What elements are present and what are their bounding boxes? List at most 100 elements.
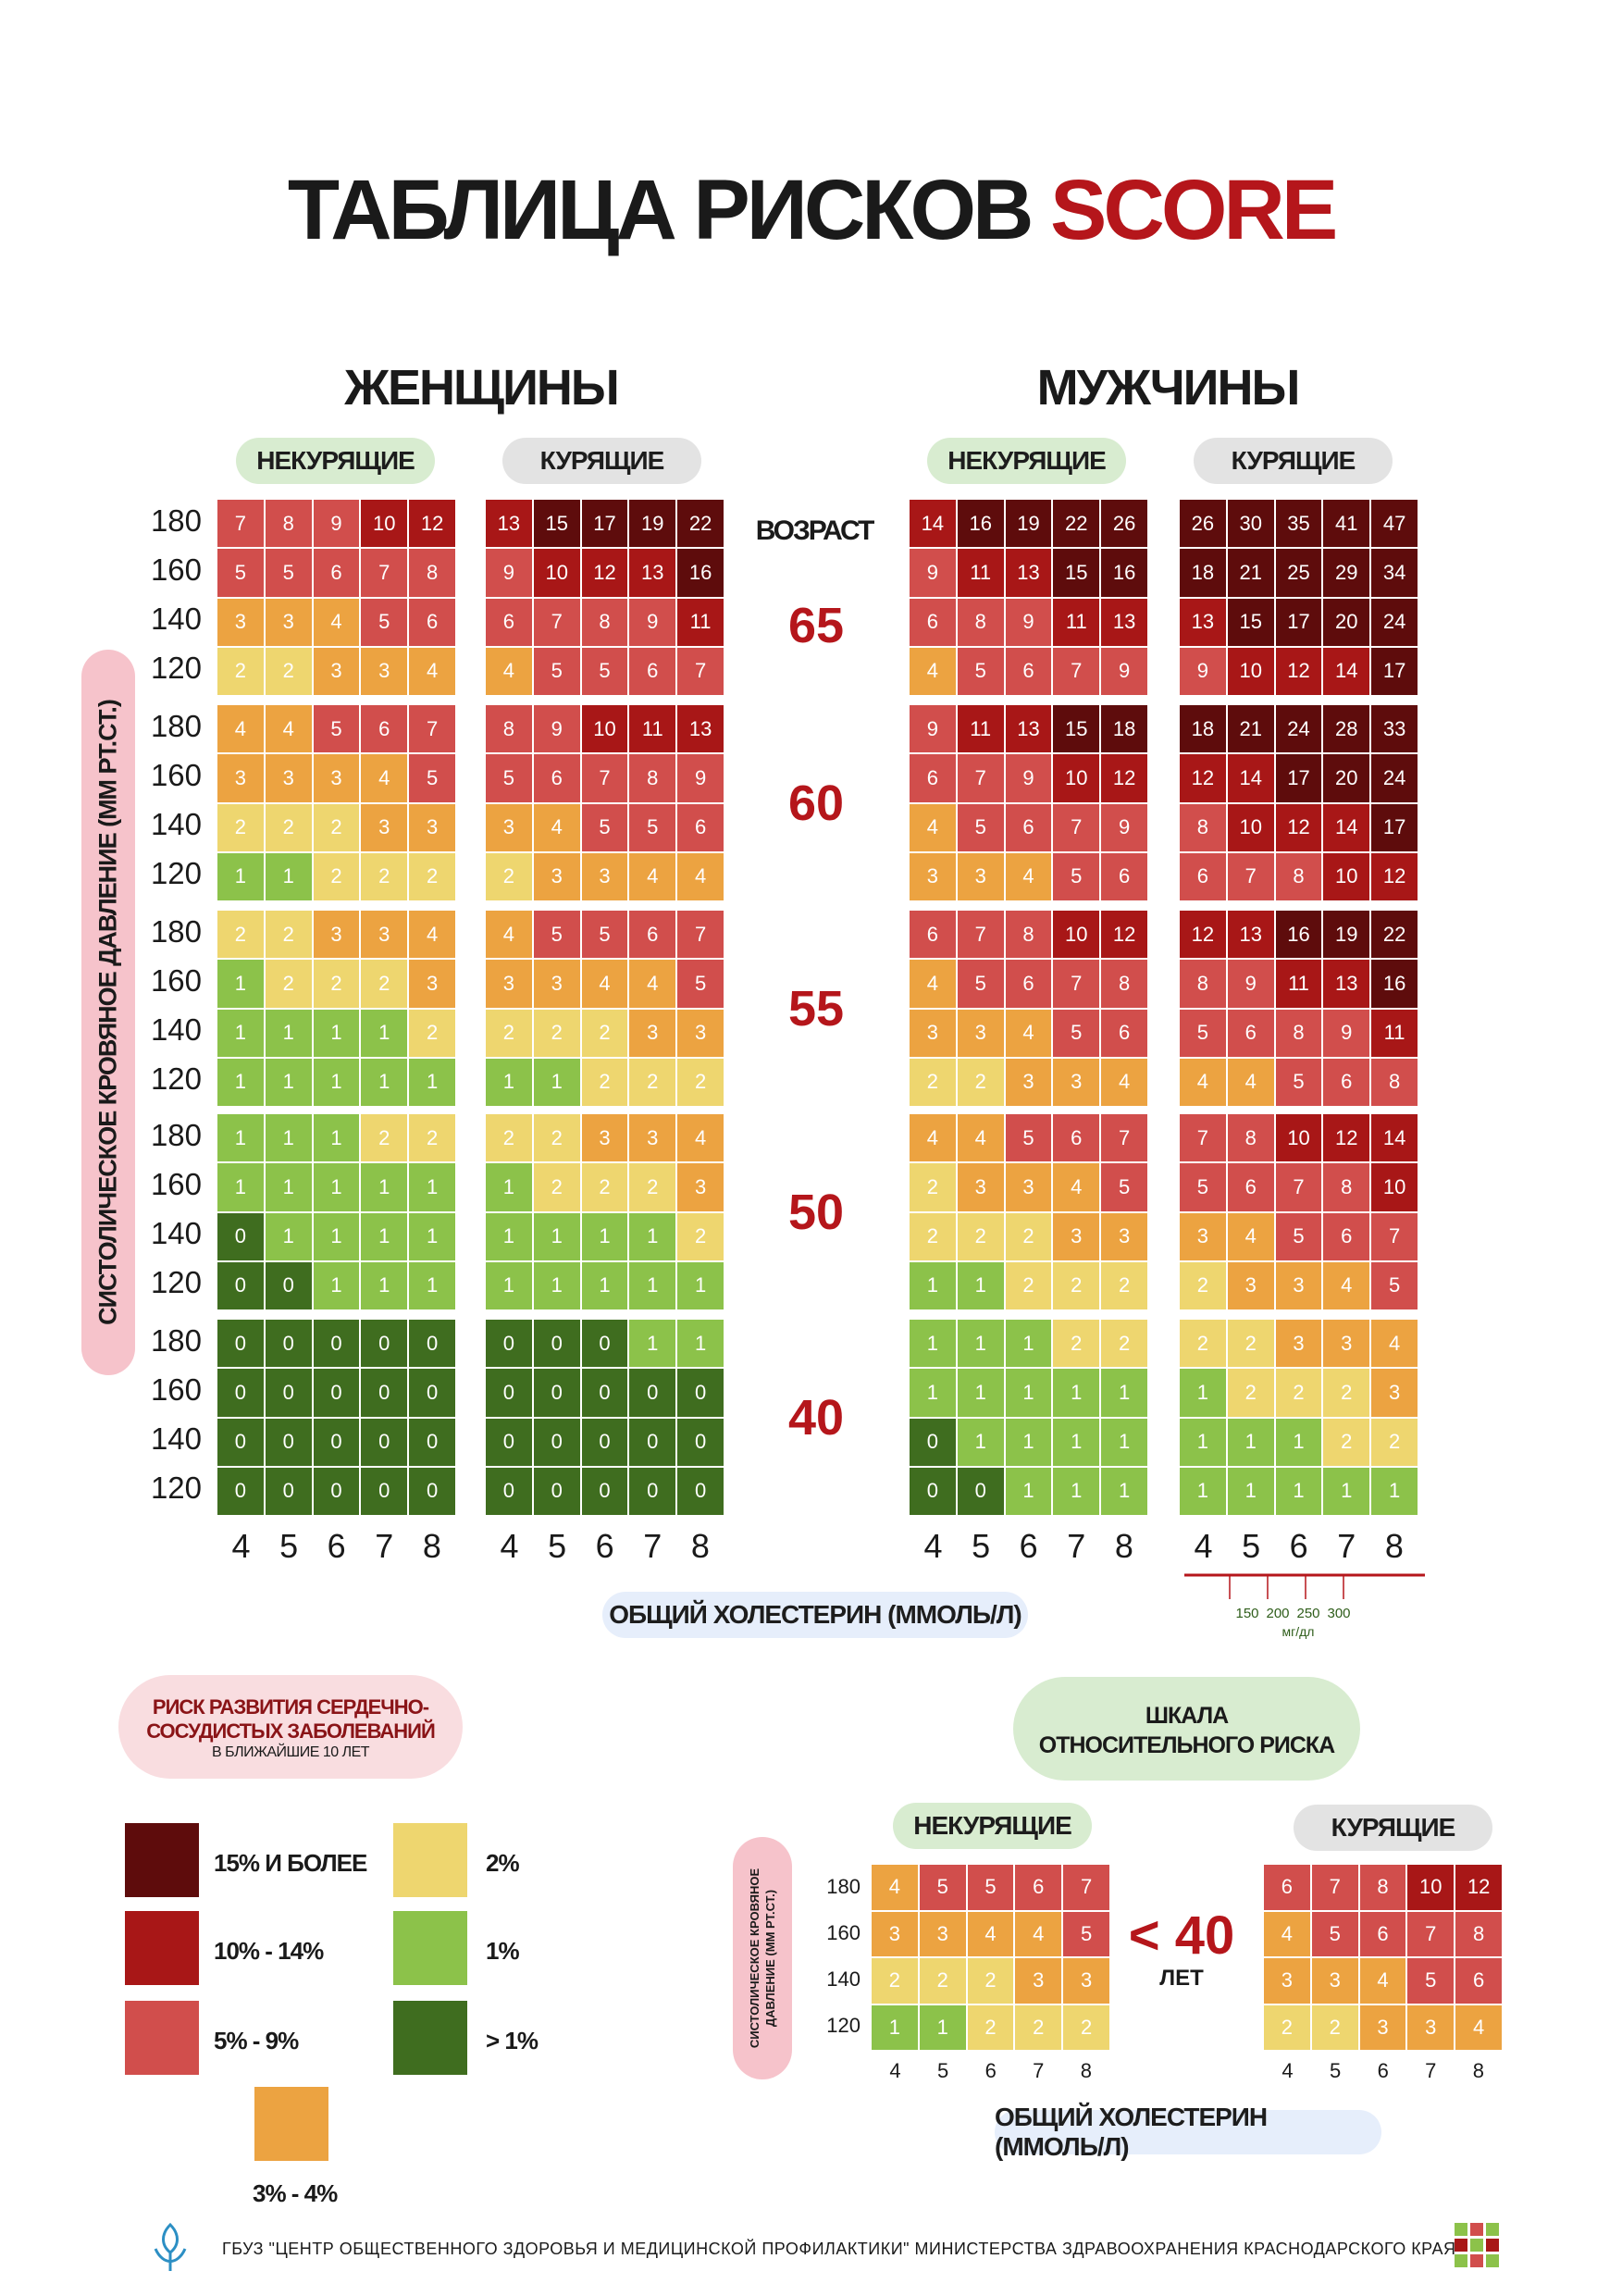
risk-cell: 8 bbox=[1005, 911, 1052, 959]
risk-cell: 5 bbox=[957, 960, 1004, 1008]
relative-bp-label: 180 bbox=[826, 1875, 861, 1898]
risk-cell: 7 bbox=[1227, 852, 1274, 900]
risk-cell: 0 bbox=[313, 1369, 360, 1417]
risk-cell: 1 bbox=[265, 852, 312, 900]
risk-cell: 1 bbox=[313, 1212, 360, 1260]
risk-cell: 5 bbox=[1275, 1212, 1322, 1260]
risk-cell: 5 bbox=[1407, 1958, 1455, 2004]
cholesterol-tick: 8 bbox=[1384, 1527, 1404, 1565]
risk-cell: 1 bbox=[486, 1058, 532, 1106]
risk-cell: 1 bbox=[677, 1261, 724, 1309]
risk-cell: 2 bbox=[629, 1163, 676, 1211]
risk-cell: 8 bbox=[265, 500, 312, 548]
risk-cell: 6 bbox=[1005, 960, 1052, 1008]
risk-cell: 3 bbox=[313, 911, 360, 959]
risk-cell: 5 bbox=[629, 803, 676, 851]
risk-cell: 2 bbox=[409, 1114, 455, 1162]
risk-cell: 2 bbox=[967, 1958, 1014, 2004]
risk-cell: 6 bbox=[910, 754, 956, 802]
risk-cell: 2 bbox=[1227, 1320, 1274, 1368]
risk-cell: 12 bbox=[1101, 754, 1147, 802]
risk-cell: 1 bbox=[409, 1261, 455, 1309]
men-smoking-grid-65: 26 30 35 41 47 18 21 25 29 34 13 15 17 20 24 9 10 12 14 17 bbox=[1180, 500, 1418, 695]
risk-cell: 7 bbox=[1371, 1212, 1418, 1260]
risk-cell: 3 bbox=[677, 1009, 724, 1057]
relative-cholesterol-tick: 8 bbox=[1080, 2059, 1093, 2082]
risk-cell: 2 bbox=[1005, 1261, 1052, 1309]
risk-cell: 6 bbox=[1359, 1911, 1406, 1956]
risk-cell: 15 bbox=[1053, 705, 1100, 753]
risk-cell: 34 bbox=[1371, 549, 1418, 597]
risk-cell: 1 bbox=[313, 1009, 360, 1057]
risk-cell: 0 bbox=[910, 1467, 956, 1515]
y-axis-label: СИСТОЛИЧЕСКОЕ КРОВЯНОЕ ДАВЛЕНИЕ (ММ РТ.С… bbox=[93, 700, 122, 1325]
risk-cell: 0 bbox=[361, 1418, 408, 1466]
relative-cholesterol-tick: 5 bbox=[936, 2059, 949, 2082]
risk-cell: 24 bbox=[1371, 598, 1418, 646]
risk-cell: 5 bbox=[967, 1865, 1014, 1910]
risk-cell: 0 bbox=[313, 1418, 360, 1466]
risk-cell: 12 bbox=[1101, 911, 1147, 959]
risk-cell: 5 bbox=[1180, 1163, 1226, 1211]
risk-cell: 4 bbox=[486, 647, 532, 695]
risk-cell: 8 bbox=[1275, 852, 1322, 900]
risk-cell: 11 bbox=[1053, 598, 1100, 646]
risk-cell: 41 bbox=[1323, 500, 1370, 548]
risk-cell: 2 bbox=[910, 1212, 956, 1260]
risk-cell: 12 bbox=[1371, 852, 1418, 900]
risk-cell: 4 bbox=[1180, 1058, 1226, 1106]
risk-cell: 0 bbox=[313, 1320, 360, 1368]
risk-cell: 2 bbox=[217, 803, 264, 851]
risk-cell: 6 bbox=[1455, 1958, 1502, 2004]
footer-text: ГБУЗ "ЦЕНТР ОБЩЕСТВЕННОГО ЗДОРОВЬЯ И МЕД… bbox=[222, 2240, 1456, 2258]
legend-label: 2% bbox=[486, 1849, 520, 1877]
risk-cell: 0 bbox=[581, 1369, 628, 1417]
risk-cell: 13 bbox=[1227, 911, 1274, 959]
bp-label: 140 bbox=[150, 1216, 202, 1250]
risk-cell: 2 bbox=[957, 1058, 1004, 1106]
risk-cell: 1 bbox=[361, 1009, 408, 1057]
risk-cell: 2 bbox=[957, 1212, 1004, 1260]
bp-label: 120 bbox=[150, 1471, 202, 1505]
risk-cell: 5 bbox=[1371, 1261, 1418, 1309]
risk-cell: 5 bbox=[217, 549, 264, 597]
risk-cell: 10 bbox=[581, 705, 628, 753]
men-heading: МУЖЧИНЫ bbox=[1036, 360, 1301, 416]
legend-swatch bbox=[393, 2001, 467, 2075]
risk-cell: 9 bbox=[1227, 960, 1274, 1008]
bp-label: 180 bbox=[150, 914, 202, 949]
risk-cell: 1 bbox=[313, 1163, 360, 1211]
risk-cell: 19 bbox=[629, 500, 676, 548]
cholesterol-tick: 8 bbox=[422, 1527, 441, 1565]
relative-x-axis-label: ОБЩИЙ ХОЛЕСТЕРИН (ММОЛЬ/Л) bbox=[995, 2103, 1381, 2161]
risk-cell: 1 bbox=[217, 1163, 264, 1211]
relative-title-pill: ШКАЛА ОТНОСИТЕЛЬНОГО РИСКА bbox=[1013, 1677, 1360, 1781]
risk-cell: 2 bbox=[533, 1009, 580, 1057]
risk-cell: 1 bbox=[1180, 1418, 1226, 1466]
risk-cell: 1 bbox=[629, 1261, 676, 1309]
risk-cell: 8 bbox=[629, 754, 676, 802]
risk-cell: 22 bbox=[677, 500, 724, 548]
risk-cell: 4 bbox=[1455, 2004, 1502, 2050]
bp-label: 180 bbox=[150, 503, 202, 538]
risk-cell: 8 bbox=[1359, 1865, 1406, 1910]
bp-label: 160 bbox=[150, 1372, 202, 1407]
risk-cell: 2 bbox=[533, 1114, 580, 1162]
risk-cell: 47 bbox=[1371, 500, 1418, 548]
legend-title-3: В БЛИЖАЙШИЕ 10 ЛЕТ bbox=[211, 1744, 370, 1760]
risk-cell: 7 bbox=[1101, 1114, 1147, 1162]
risk-cell: 2 bbox=[361, 852, 408, 900]
risk-cell: 11 bbox=[1275, 960, 1322, 1008]
risk-cell: 1 bbox=[409, 1058, 455, 1106]
risk-cell: 15 bbox=[533, 500, 580, 548]
risk-cell: 1 bbox=[910, 1369, 956, 1417]
risk-cell: 3 bbox=[533, 852, 580, 900]
risk-cell: 1 bbox=[957, 1418, 1004, 1466]
legend-title-pill: РИСК РАЗВИТИЯ СЕРДЕЧНО- СОСУДИСТЫХ ЗАБОЛ… bbox=[118, 1675, 463, 1779]
risk-cell: 7 bbox=[677, 911, 724, 959]
risk-cell: 0 bbox=[217, 1467, 264, 1515]
risk-cell: 2 bbox=[677, 1212, 724, 1260]
